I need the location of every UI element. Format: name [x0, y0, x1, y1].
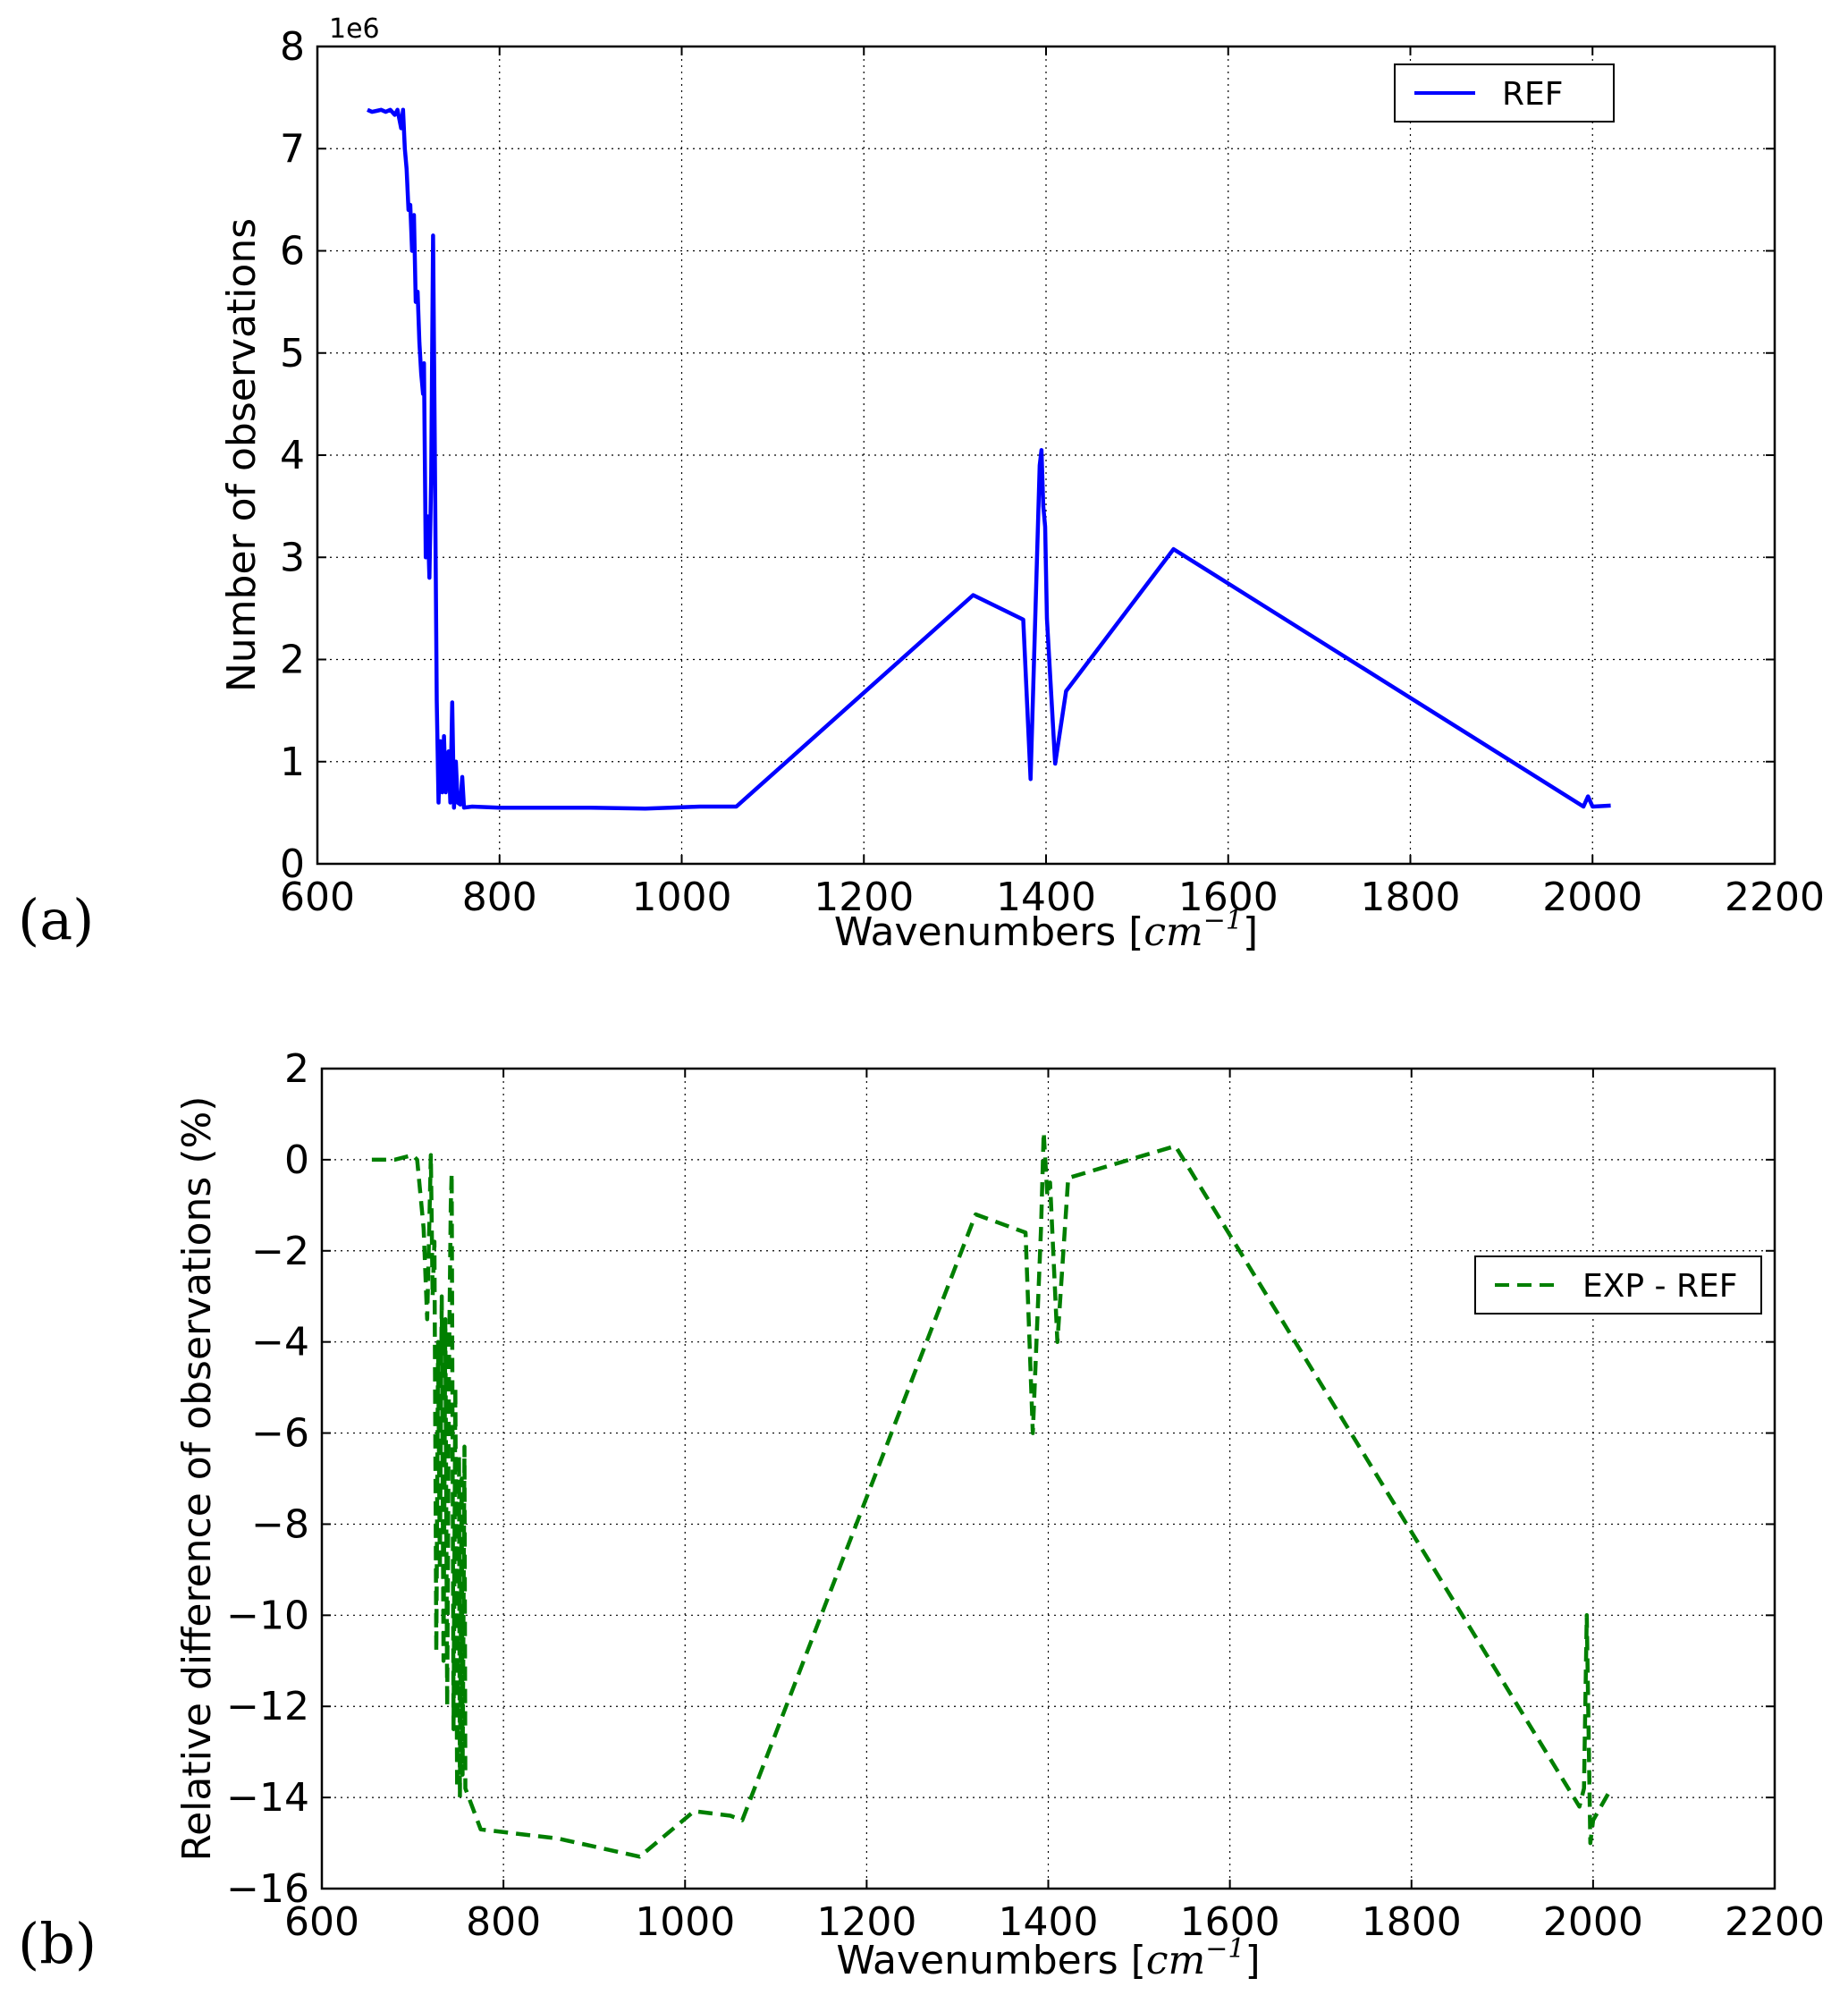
panel-a-x-axis-title-close: ] [1243, 909, 1258, 955]
panel-a-chart: 600 800 1000 1200 1400 1600 1800 2000 2200 0 1 2 3 4 5… [18, 13, 1825, 955]
y-tick-label: 6 [280, 229, 305, 275]
panel-b-y-axis-title: Relative difference of observations (%) [174, 1096, 220, 1862]
x-tick-label: 1600 [1178, 875, 1278, 920]
panel-a-series [367, 107, 1611, 811]
x-tick-label: 800 [462, 875, 537, 920]
panel-a-y-axis-title: Number of observations [219, 218, 265, 692]
x-tick-label: 2200 [1725, 875, 1825, 920]
x-tick-label: 1600 [1180, 1899, 1280, 1945]
x-tick-label: 1800 [1362, 1899, 1462, 1945]
panel-a-label: (a) [18, 887, 94, 952]
y-tick-label: 3 [280, 535, 305, 580]
panel-a-legend-label: REF [1502, 76, 1563, 113]
panel-a-x-axis-title-main: Wavenumbers [ [834, 909, 1144, 955]
panel-b-series [371, 1130, 1614, 1859]
x-tick-label: 1200 [814, 875, 914, 920]
panel-b-x-axis-title-main: Wavenumbers [ [836, 1938, 1146, 1983]
panel-a-x-axis-title-unit: cm [1143, 909, 1202, 955]
panel-b-legend: EXP - REF [1474, 1255, 1762, 1315]
x-tick-label: 600 [284, 1899, 359, 1945]
y-tick-label: −14 [226, 1775, 309, 1821]
y-tick-label: 5 [280, 331, 305, 376]
x-tick-label: 1000 [632, 875, 732, 920]
panel-b-chart: 600 800 1000 1200 1400 1600 1800 2000 2200 −16 −14… [18, 1046, 1825, 1983]
series-line [371, 1130, 1614, 1859]
panel-b-x-axis-title-exponent: −1 [1205, 1933, 1245, 1965]
x-tick-label: 2000 [1543, 1899, 1643, 1945]
y-tick-label: 7 [280, 126, 305, 172]
panel-b-legend-label: EXP - REF [1582, 1268, 1737, 1305]
panel-a-legend: REF [1394, 63, 1615, 123]
y-tick-label: −8 [251, 1501, 309, 1547]
y-tick-label: −16 [226, 1866, 309, 1912]
x-tick-label: 2200 [1725, 1899, 1825, 1945]
panel-a-y-offset-label: 1e6 [329, 13, 380, 45]
x-tick-label: 800 [466, 1899, 541, 1945]
x-tick-label: 1800 [1361, 875, 1461, 920]
y-tick-label: 2 [280, 638, 305, 683]
y-tick-label: 1 [280, 740, 305, 785]
x-tick-label: 1400 [999, 1899, 1099, 1945]
y-tick-label: 0 [284, 1137, 309, 1183]
y-tick-label: −2 [251, 1229, 309, 1274]
panel-a-x-axis-title-exponent: −1 [1203, 905, 1243, 936]
y-tick-label: 8 [280, 24, 305, 70]
y-tick-label: −12 [226, 1684, 309, 1729]
panel-b-x-axis-title-close: ] [1245, 1938, 1261, 1983]
x-tick-label: 1200 [816, 1899, 916, 1945]
panel-b-x-axis-title: Wavenumbers [cm−1] [836, 1933, 1260, 1983]
panel-b-ticks: 600 800 1000 1200 1400 1600 1800 2000 2200 −16 −14… [226, 1046, 1825, 1945]
x-tick-label: 1000 [635, 1899, 735, 1945]
panel-a-gridlines [316, 46, 1776, 865]
y-tick-label: −6 [251, 1411, 309, 1457]
y-tick-label: 4 [280, 433, 305, 478]
series-line [367, 107, 1611, 811]
y-tick-label: 2 [284, 1046, 309, 1092]
panel-a-ticks: 600 800 1000 1200 1400 1600 1800 2000 2200 0 1 2 3 4 5… [280, 24, 1825, 920]
panel-b-x-axis-title-unit: cm [1146, 1938, 1205, 1983]
x-tick-label: 600 [280, 875, 355, 920]
y-tick-label: −4 [251, 1320, 309, 1365]
x-tick-label: 2000 [1542, 875, 1642, 920]
panel-b-label: (b) [18, 1911, 97, 1976]
x-tick-label: 1400 [996, 875, 1096, 920]
panel-a-x-axis-title: Wavenumbers [cm−1] [834, 905, 1258, 955]
y-tick-label: 0 [280, 841, 305, 887]
y-tick-label: −10 [226, 1593, 309, 1638]
